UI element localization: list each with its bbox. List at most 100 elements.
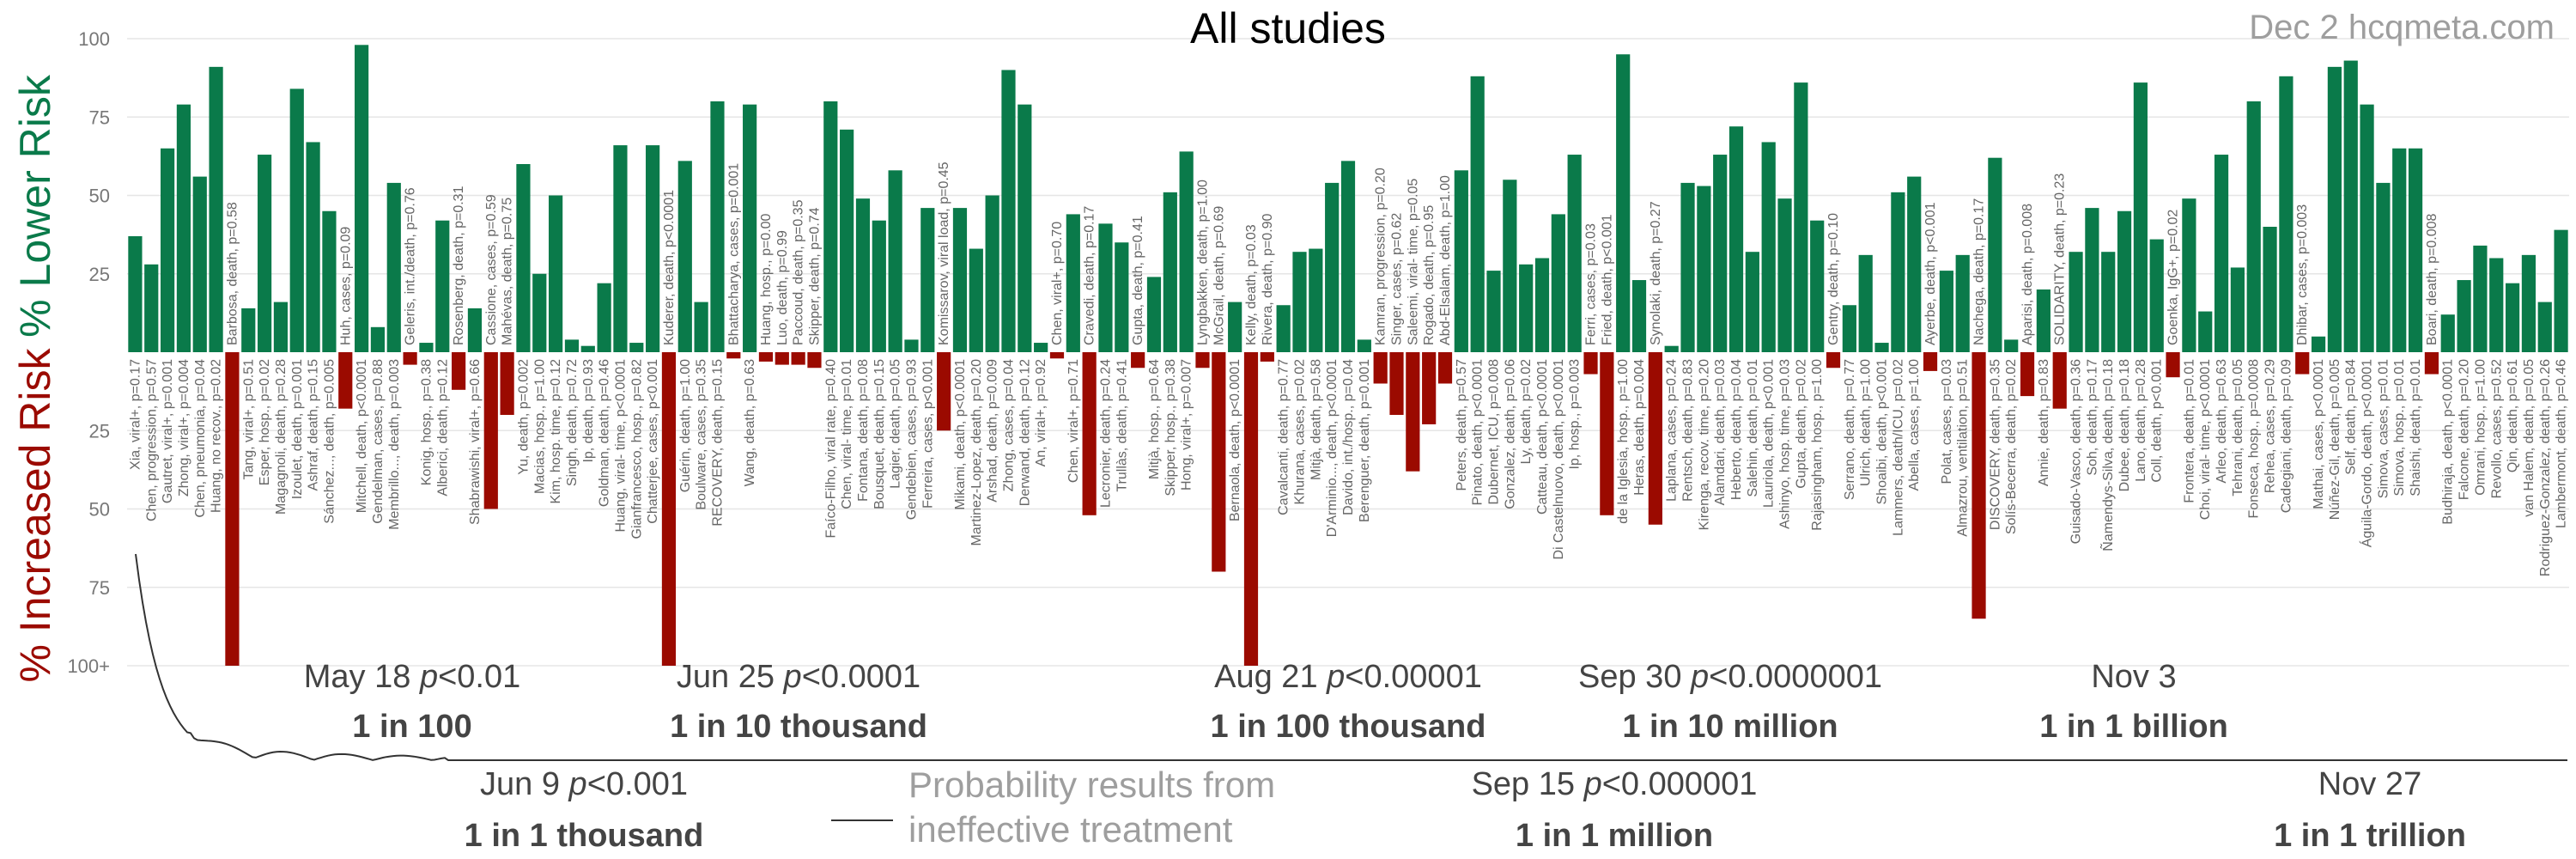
bar (306, 142, 320, 352)
study-label: Lammers, death/ICU, p=0.02 (1891, 359, 1905, 536)
study-label: Rosenberg, death, p=0.31 (452, 186, 466, 345)
bar (1437, 352, 1453, 384)
bar (758, 352, 774, 362)
bar (1146, 277, 1162, 352)
y-tick-label: 50 (89, 499, 110, 521)
study-label: Nachega, death, p=0.17 (1972, 198, 1987, 345)
bar (2004, 339, 2019, 352)
study-label: Almazrou, ventilation, p=0.51 (1956, 359, 1971, 537)
bar (273, 302, 289, 352)
bar (1292, 252, 1307, 352)
bar (904, 339, 919, 352)
bar (1357, 339, 1371, 352)
bar (1034, 343, 1048, 352)
study-label: Self, death, p=0.84 (2344, 359, 2359, 475)
study-label: Qin, death, p=0.61 (2506, 359, 2520, 472)
study-label: Choi, viral- time, p<0.0001 (2198, 359, 2213, 520)
bar (2311, 336, 2326, 352)
study-label: Boulware, cases, p=0.35 (695, 359, 709, 510)
study-label: Wang, death, p=0.63 (743, 359, 757, 487)
study-label: Faíco-Filho, viral rate, p=0.40 (823, 359, 838, 539)
bar (435, 220, 450, 352)
bar (192, 176, 207, 352)
bar (920, 208, 935, 352)
study-label: Ip, death, p=0.93 (581, 359, 596, 463)
bar (1551, 214, 1565, 352)
bar (370, 326, 386, 352)
bar (1195, 352, 1210, 369)
bar (1842, 305, 1856, 352)
study-label: Kelly, death, p=0.03 (1244, 224, 1259, 345)
bar (1810, 220, 1825, 352)
bar (1228, 302, 1242, 352)
milestone-odds: 1 in 1 million (1516, 818, 1713, 854)
bar (1794, 82, 1808, 352)
bar (1340, 161, 1356, 352)
study-label: Mahévas, death, p=0.75 (501, 198, 515, 345)
study-label: Heberto, death, p=0.04 (1729, 359, 1744, 500)
bar (2052, 352, 2067, 409)
study-label: Gentry, death, p=0.10 (1826, 213, 1841, 345)
bar (661, 352, 677, 666)
study-label: Membrillo..., death, p=0.003 (387, 359, 402, 530)
bar (500, 352, 514, 415)
bar (677, 161, 692, 352)
study-label: Dubee, death, p=0.18 (2117, 359, 2132, 491)
milestone-date: Nov 27 (2318, 766, 2421, 802)
study-label: Ulrich, death, p=1.00 (1859, 359, 1874, 486)
bar (1583, 352, 1598, 375)
study-label: D'Arminio..., death, p<0.0001 (1325, 359, 1340, 537)
bar (775, 352, 789, 365)
study-label: Huh, cases, p=0.09 (338, 227, 353, 345)
bar (1907, 176, 1922, 352)
study-label: Kirenga, recov. time, p=0.20 (1697, 359, 1711, 530)
study-label: Ferri, cases, p=0.03 (1584, 223, 1599, 345)
study-label: Zhong, viral+, p=0.004 (177, 359, 191, 497)
study-label: Fried, death, p<0.001 (1600, 214, 1614, 345)
bar (403, 352, 417, 365)
study-label: Chen, viral+, p=0.70 (1050, 222, 1065, 345)
study-label: Chen, progression, p=0.57 (144, 359, 159, 521)
study-label: Rivera, death, p=0.90 (1261, 213, 1275, 345)
bar (257, 155, 272, 352)
milestone-odds: 1 in 1 thousand (465, 818, 704, 854)
probability-curve (135, 553, 2567, 761)
study-label: Hong, viral+, p=0.007 (1180, 359, 1194, 490)
y-tick-label: 25 (89, 420, 110, 442)
bar (160, 148, 175, 352)
study-label: An, viral+, p=0.92 (1034, 359, 1048, 467)
bar (1179, 151, 1194, 352)
study-label: Huang, viral- time, p<0.0001 (613, 359, 628, 533)
chart-title: All studies (1190, 4, 1386, 52)
study-label: Dhibar, cases, p=0.003 (2295, 204, 2310, 345)
study-label: Shaishi, death, p=0.01 (2409, 359, 2423, 497)
study-label: Komissarov, viral load, p=0.45 (937, 161, 951, 345)
bar (807, 352, 822, 369)
study-label: Peters, death, p=0.57 (1455, 359, 1469, 491)
study-label: Revollo, cases, p=0.52 (2489, 359, 2504, 498)
bar (1325, 182, 1340, 352)
study-label: Dubernet, ICU, p=0.008 (1487, 359, 1502, 505)
study-label: Frontera, death, p=0.01 (2182, 359, 2196, 503)
study-label: Núñez-Gil, death, p=0.005 (2328, 359, 2342, 520)
study-label: Rogado, death, p=0.95 (1422, 205, 1437, 345)
bar (1713, 155, 1728, 352)
bar (1728, 126, 1744, 352)
study-label: Martinez-Lopez, death, p=0.20 (969, 359, 984, 546)
study-label: Arleo, death, p=0.63 (2215, 359, 2229, 484)
bar (2327, 66, 2342, 352)
milestone-odds: 1 in 100 (352, 709, 471, 745)
study-label: Mikami, death, p<0.0001 (953, 359, 968, 510)
study-label: Gonzalez, death, p=0.06 (1503, 359, 1517, 509)
bar (2457, 280, 2471, 352)
bar (888, 170, 902, 352)
study-label: Solís-Becerra, death, p=0.02 (2004, 359, 2019, 534)
milestone-odds: 1 in 1 trillion (2274, 818, 2466, 854)
study-label: Skipper, hosp., p=0.38 (1163, 359, 1178, 497)
study-label: Catteau, death, p<0.0001 (1535, 359, 1550, 515)
bar (2295, 352, 2310, 375)
bar (1680, 182, 1695, 352)
study-label: Goenka, IgG+, p=0.02 (2166, 210, 2181, 345)
study-label: Zhong, cases, p=0.04 (1001, 359, 1016, 491)
